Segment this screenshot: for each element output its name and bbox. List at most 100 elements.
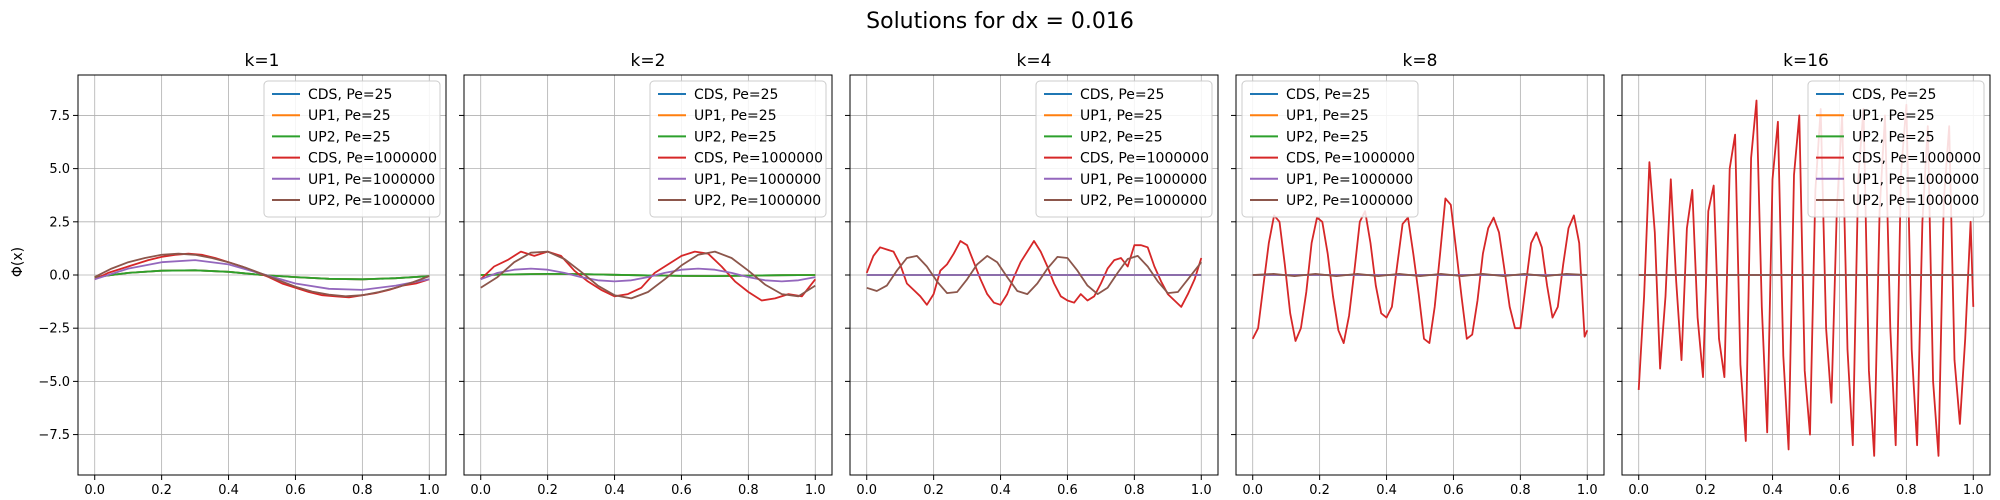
x-tick-label: 0.4 (218, 483, 239, 498)
series-line (865, 240, 1203, 308)
y-tick-label: 7.5 (49, 109, 70, 124)
x-tick-label: 0.0 (84, 483, 105, 498)
y-tick-label: −7.5 (38, 428, 70, 443)
x-tick-label: 1.0 (419, 483, 440, 498)
x-tick-label: 0.0 (470, 483, 491, 498)
legend-box (1241, 80, 1419, 218)
legend-entry-label: UP1, Pe=25 (1852, 108, 1935, 124)
legend: CDS, Pe=25 UP1, Pe=25 UP2, Pe=25 CDS, Pe=10… (263, 80, 441, 218)
legend-entry-label: UP2, Pe=1000000 (694, 193, 821, 209)
series-group (94, 252, 430, 299)
x-tick-label: 0.2 (151, 483, 172, 498)
x-tick-label: 0.0 (856, 483, 877, 498)
x-tick-label: 0.6 (1057, 483, 1078, 498)
panel-title: k=1 (245, 51, 280, 71)
panel-1: 0.0 0.2 0.4 0.6 0.8 1.0 −7.5 −5.0 −2.5 0.0 2.5 5.0 7… (38, 51, 447, 498)
legend-entry-label: CDS, Pe=1000000 (308, 151, 437, 167)
legend-entry-label: CDS, Pe=1000000 (1286, 151, 1415, 167)
legend-box (649, 80, 827, 218)
legend-entry-label: CDS, Pe=1000000 (1080, 151, 1209, 167)
panel-title: k=2 (631, 51, 666, 71)
y-tick-label: 5.0 (49, 162, 70, 177)
legend-entry-label: CDS, Pe=25 (1286, 87, 1370, 103)
legend: CDS, Pe=25 UP1, Pe=25 UP2, Pe=25 CDS, Pe=10… (649, 80, 827, 218)
x-tick-label: 0.8 (1510, 483, 1531, 498)
x-tick-label: 1.0 (805, 483, 826, 498)
x-tick-label: 0.2 (1309, 483, 1330, 498)
x-tick-label: 0.6 (671, 483, 692, 498)
legend-box (1807, 80, 1985, 218)
x-tick-label: 1.0 (1577, 483, 1598, 498)
x-tick-label: 0.4 (604, 483, 625, 498)
legend-entry-label: UP2, Pe=1000000 (1080, 193, 1207, 209)
x-tick-label: 0.6 (285, 483, 306, 498)
legend-entry-label: UP1, Pe=1000000 (694, 172, 821, 188)
x-tick-label: 0.2 (1695, 483, 1716, 498)
series-line (1252, 272, 1588, 278)
panel-title: k=8 (1403, 51, 1438, 71)
legend-entry-label: CDS, Pe=25 (694, 87, 778, 103)
x-tick-label: 0.4 (990, 483, 1011, 498)
legend-entry-label: UP1, Pe=25 (1286, 108, 1369, 124)
legend-entry-label: UP2, Pe=25 (1852, 129, 1935, 145)
legend-entry-label: CDS, Pe=25 (308, 87, 392, 103)
series-line (480, 250, 817, 302)
figure-suptitle: Solutions for dx = 0.016 (866, 9, 1134, 34)
series-line (866, 254, 1203, 296)
legend-entry-label: UP2, Pe=25 (1080, 129, 1163, 145)
x-tick-label: 0.8 (352, 483, 373, 498)
series-group (865, 240, 1203, 308)
legend-entry-label: UP1, Pe=25 (1080, 108, 1163, 124)
legend-entry-label: UP1, Pe=1000000 (1286, 172, 1413, 188)
y-tick-label: −2.5 (38, 322, 70, 337)
series-line (94, 252, 430, 298)
legend-entry-label: UP1, Pe=25 (694, 108, 777, 124)
x-tick-label: 1.0 (1963, 483, 1984, 498)
legend-entry-label: CDS, Pe=1000000 (694, 151, 823, 167)
panel-title: k=4 (1017, 51, 1052, 71)
series-group (1251, 197, 1589, 345)
series-line (480, 272, 816, 278)
x-tick-label: 1.0 (1191, 483, 1212, 498)
legend-entry-label: UP1, Pe=1000000 (308, 172, 435, 188)
x-tick-label: 0.2 (537, 483, 558, 498)
series-line (480, 250, 816, 300)
x-tick-label: 0.4 (1762, 483, 1783, 498)
x-tick-label: 0.8 (738, 483, 759, 498)
legend-entry-label: UP1, Pe=1000000 (1852, 172, 1979, 188)
y-tick-label: 2.5 (49, 215, 70, 230)
x-tick-label: 0.0 (1242, 483, 1263, 498)
series-line (1637, 99, 1975, 457)
legend-box (263, 80, 441, 218)
legend-entry-label: UP2, Pe=25 (308, 129, 391, 145)
legend-entry-label: UP2, Pe=25 (1286, 129, 1369, 145)
x-tick-label: 0.6 (1829, 483, 1850, 498)
x-tick-label: 0.8 (1124, 483, 1145, 498)
x-tick-label: 0.4 (1376, 483, 1397, 498)
x-tick-label: 0.6 (1443, 483, 1464, 498)
series-line (1251, 197, 1589, 345)
series-group (1637, 99, 1975, 457)
legend-entry-label: UP2, Pe=1000000 (1286, 193, 1413, 209)
legend-entry-label: UP2, Pe=1000000 (1852, 193, 1979, 209)
legend-entry-label: CDS, Pe=25 (1852, 87, 1936, 103)
y-tick-label: 0.0 (49, 269, 70, 284)
legend-entry-label: UP1, Pe=1000000 (1080, 172, 1207, 188)
panels: 0.0 0.2 0.4 0.6 0.8 1.0 −7.5 −5.0 −2.5 0.0 2.5 5.0 7… (38, 51, 1991, 498)
series-group (480, 250, 817, 302)
legend: CDS, Pe=25 UP1, Pe=25 UP2, Pe=25 CDS, Pe=10… (1807, 80, 1985, 218)
legend-entry-label: CDS, Pe=25 (1080, 87, 1164, 103)
legend-entry-label: UP2, Pe=25 (694, 129, 777, 145)
legend-entry-label: UP2, Pe=1000000 (308, 193, 435, 209)
x-tick-label: 0.2 (923, 483, 944, 498)
y-axis-label: Φ(x) (10, 247, 26, 277)
legend-entry-label: CDS, Pe=1000000 (1852, 151, 1981, 167)
y-tick-label: −5.0 (38, 375, 70, 390)
legend-entry-label: UP1, Pe=25 (308, 108, 391, 124)
legend: CDS, Pe=25 UP1, Pe=25 UP2, Pe=25 CDS, Pe=10… (1035, 80, 1213, 218)
